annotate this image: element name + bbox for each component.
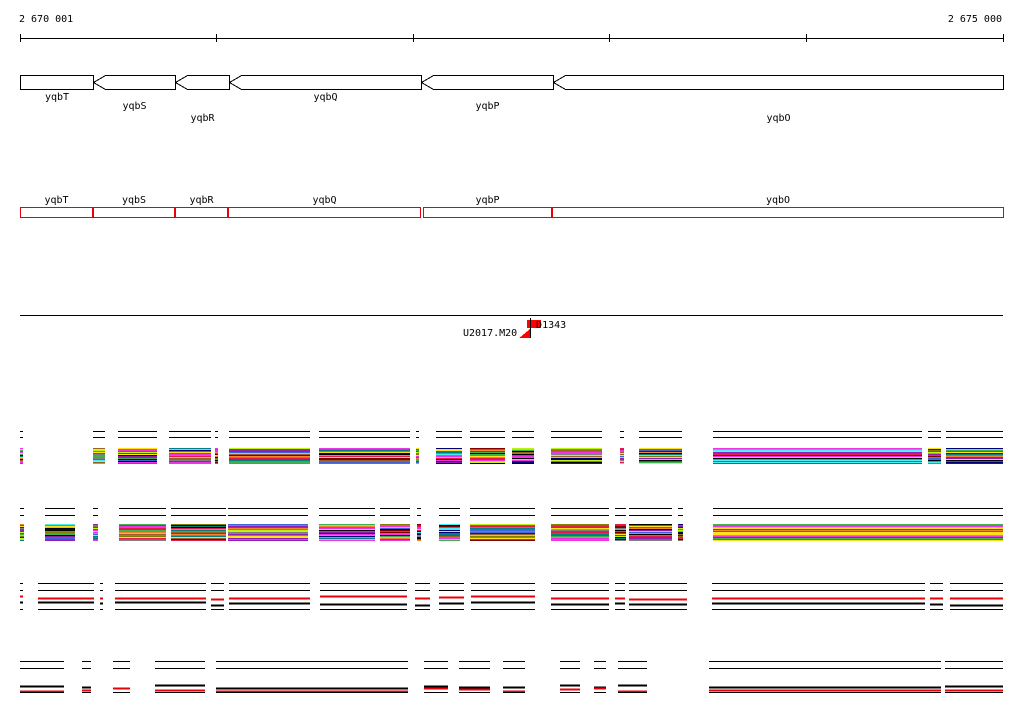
annotation-yqbT [20, 207, 93, 218]
gene-label-yqbS: yqbS [122, 101, 146, 112]
annotation-label-yqbS: yqbS [122, 195, 146, 206]
gene-yqbS [92, 75, 176, 90]
track-2 [20, 508, 1003, 541]
marker-block-D1343 [527, 320, 542, 328]
axis-start-label: 2 670 001 [19, 14, 74, 25]
gene-label-yqbO: yqbO [766, 113, 790, 124]
annotation-label-yqbR: yqbR [189, 195, 214, 206]
annotation-yqbQ [228, 207, 421, 218]
coordinate-axis [20, 34, 1004, 42]
signal-tracks [20, 431, 1003, 693]
axis-end-label: 2 675 000 [947, 14, 1002, 25]
track-1 [20, 431, 1003, 464]
gene-yqbQ [228, 75, 422, 90]
gene-label-yqbQ: yqbQ [313, 92, 337, 103]
annotation-yqbP [423, 207, 552, 218]
annotation-track: yqbT yqbS yqbR yqbQ yqbP yqbO [20, 195, 1004, 218]
gene-yqbO [552, 75, 1004, 90]
annotation-yqbO [552, 207, 1004, 218]
annotation-yqbR [175, 207, 228, 218]
gene-yqbT [20, 75, 94, 90]
annotation-label-yqbP: yqbP [475, 195, 499, 206]
gene-label-yqbT: yqbT [45, 92, 69, 103]
track-3 [20, 583, 1003, 610]
annotation-yqbS [93, 207, 175, 218]
annotation-label-yqbQ: yqbQ [312, 195, 336, 206]
gene-yqbP [420, 75, 554, 90]
marker-label-U2017.M20: U2017.M20 [463, 328, 517, 339]
marker-flag-U2017.M20 [519, 329, 531, 338]
marker-label-D1343: D1343 [536, 320, 566, 331]
gene-track: yqbT yqbS yqbR yqbQ yqbP yqbO [20, 75, 1004, 124]
annotation-label-yqbO: yqbO [766, 195, 790, 206]
track-4 [20, 661, 1003, 693]
marker-track: U2017.M20 D1343 [20, 315, 1003, 339]
gene-label-yqbR: yqbR [190, 113, 215, 124]
gene-yqbR [174, 75, 230, 90]
gene-label-yqbP: yqbP [475, 101, 499, 112]
annotation-label-yqbT: yqbT [44, 195, 68, 206]
